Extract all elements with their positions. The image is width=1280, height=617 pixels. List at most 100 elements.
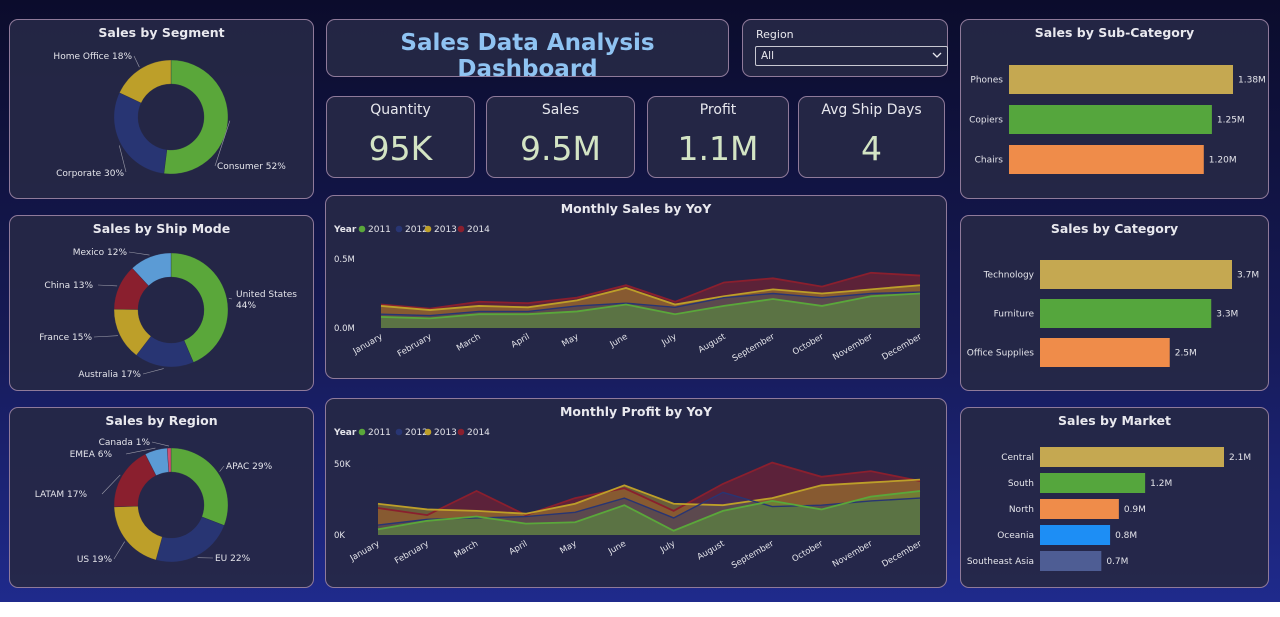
chevron-down-icon	[932, 52, 942, 58]
region-leader-us	[113, 541, 125, 560]
region-label-apac: APAC 29%	[226, 462, 273, 472]
monthly_sales-xtick-july: July	[659, 332, 678, 349]
region-slicer[interactable]: Region All	[742, 19, 948, 77]
monthly-profit-card[interactable]: Monthly Profit by YoY Year 2011 2012 2013 20…	[325, 398, 947, 588]
category-value-technology: 3.7M	[1237, 271, 1259, 281]
region-slice-canada	[166, 447, 172, 473]
market-category-north: North	[1009, 505, 1034, 515]
monthly_profit-legend-dot-2013	[424, 428, 432, 436]
market-bar-central	[1040, 447, 1224, 467]
kpi-quantity-value: 95K	[368, 129, 433, 168]
kpi-profit-value: 1.1M	[677, 129, 759, 168]
kpi-sales-label: Sales	[541, 102, 580, 118]
monthly_sales-line-2011	[380, 292, 921, 320]
region-chart-title: Sales by Region	[105, 413, 218, 428]
subcategory-category-chairs: Chairs	[975, 156, 1004, 166]
segment-label-consumer: Consumer 52%	[217, 162, 286, 172]
shipmode-label-australia: Australia 17%	[78, 370, 141, 380]
monthly_sales-legend-label-2013: 2013	[434, 225, 457, 235]
monthly_profit-xtick-october: October	[790, 539, 825, 565]
monthly_sales-ytick-0-5m: 0.5M	[334, 255, 355, 265]
kpi-ship-days-card[interactable]: Avg Ship Days 4	[798, 96, 945, 178]
region-dropdown[interactable]: All	[755, 46, 948, 66]
segment-label-corporate: Corporate 30%	[56, 169, 124, 179]
market-value-south: 1.2M	[1150, 479, 1172, 489]
monthly_profit-legend-label-2014: 2014	[467, 428, 490, 438]
subcategory-value-chairs: 1.20M	[1209, 156, 1237, 166]
monthly-sales-card[interactable]: Monthly Sales by YoY Year 2011 2012 2013 201…	[325, 195, 947, 379]
segment-chart-title: Sales by Segment	[98, 25, 225, 40]
market-bar-southeast-asia	[1040, 551, 1102, 571]
market-value-southeast-asia: 0.7M	[1106, 557, 1128, 567]
region-slice-us	[113, 505, 163, 561]
region-label-emea: EMEA 6%	[70, 450, 113, 460]
monthly-profit-area-chart[interactable]: Year 2011 2012 2013 2014 0K 50K January February…	[326, 399, 948, 589]
monthly_sales-xtick-october: October	[791, 332, 826, 358]
segment-slice-corporate	[113, 92, 168, 174]
category-bar-chart[interactable]: Technology 3.7M Furniture 3.3M Office Suppli…	[961, 216, 1270, 392]
region-donut-card[interactable]: Sales by Region APAC 29% EU 22% US 19% LATA…	[9, 407, 314, 588]
market-bar-chart[interactable]: Central 2.1M South 1.2M North 0.9M Oceania 0.8M…	[961, 408, 1270, 589]
region-leader-latam	[101, 474, 121, 495]
monthly_sales-legend-dot-2012	[395, 225, 403, 233]
monthly_sales-legend-label-2012: 2012	[405, 225, 428, 235]
monthly-sales-title: Monthly Sales by YoY	[560, 201, 712, 216]
segment-leader-home-office	[133, 55, 140, 68]
shipmode-leader-australia	[142, 368, 164, 375]
monthly_profit-legend-label-2013: 2013	[434, 428, 457, 438]
shipmode-label-united-states: United States 44%	[236, 290, 297, 311]
subcategory-value-copiers: 1.25M	[1217, 116, 1245, 126]
subcategory-chart-title: Sales by Sub-Category	[1034, 25, 1195, 40]
market-category-central: Central	[1001, 453, 1034, 463]
monthly_profit-legend-title: Year	[333, 428, 357, 438]
dashboard-canvas: Sales by Segment Consumer 52% Corporate 3…	[0, 0, 1280, 602]
category-bar-technology	[1040, 260, 1232, 289]
segment-donut-card[interactable]: Sales by Segment Consumer 52% Corporate 3…	[9, 19, 314, 199]
monthly_profit-line-2011	[377, 490, 921, 532]
kpi-quantity-label: Quantity	[370, 102, 431, 118]
segment-leader-corporate	[119, 145, 127, 173]
subcategory-bar-copiers	[1009, 105, 1212, 134]
subcategory-category-phones: Phones	[970, 76, 1003, 86]
region-leader-canada	[151, 441, 170, 447]
shipmode-leader-united-states	[228, 297, 233, 300]
monthly_sales-legend-label-2014: 2014	[467, 225, 490, 235]
market-bar-card[interactable]: Sales by Market Central 2.1M South 1.2M Nort…	[960, 407, 1269, 588]
kpi-quantity-card[interactable]: Quantity 95K	[326, 96, 475, 178]
region-donut-chart[interactable]: APAC 29% EU 22% US 19% LATAM 17% EMEA 6% Cana…	[10, 408, 315, 589]
monthly_sales-xtick-february: February	[396, 332, 434, 359]
monthly_profit-xtick-august: August	[696, 539, 727, 563]
market-category-southeast-asia: Southeast Asia	[967, 557, 1034, 567]
monthly_profit-xtick-february: February	[393, 539, 431, 566]
monthly-sales-area-chart[interactable]: Year 2011 2012 2013 2014 0.0M 0.5M January Febru…	[326, 196, 948, 380]
segment-donut-chart[interactable]: Consumer 52% Corporate 30% Home Office 18%	[10, 20, 315, 200]
shipmode-slice-mexico	[131, 252, 172, 287]
kpi-ship-days-value: 4	[861, 129, 882, 168]
monthly_sales-line-2014	[380, 271, 921, 310]
subcategory-bar-card[interactable]: Sales by Sub-Category Phones 1.38M Copiers…	[960, 19, 1269, 199]
region-slice-apac	[170, 447, 229, 526]
market-value-oceania: 0.8M	[1115, 531, 1137, 541]
subcategory-bar-chart[interactable]: Phones 1.38M Copiers 1.25M Chairs 1.20M	[961, 20, 1270, 200]
kpi-profit-card[interactable]: Profit 1.1M	[647, 96, 789, 178]
shipmode-donut-chart[interactable]: United States 44% Australia 17% France 15% C…	[10, 216, 315, 392]
category-category-technology: Technology	[983, 271, 1035, 281]
monthly_profit-legend-dot-2011	[358, 428, 366, 436]
monthly_profit-line-2012	[377, 491, 921, 526]
subcategory-bar-chairs	[1009, 145, 1204, 174]
monthly_sales-xtick-january: January	[351, 332, 385, 357]
region-label-us: US 19%	[77, 555, 113, 565]
shipmode-donut-card[interactable]: Sales by Ship Mode United States 44% Austr…	[9, 215, 314, 391]
segment-leader-consumer	[214, 120, 231, 167]
category-value-furniture: 3.3M	[1216, 310, 1238, 320]
monthly_sales-xtick-december: December	[880, 332, 924, 363]
kpi-sales-card[interactable]: Sales 9.5M	[486, 96, 635, 178]
monthly_profit-xtick-january: January	[348, 539, 382, 564]
monthly_profit-legend-label-2011: 2011	[368, 428, 391, 438]
category-bar-card[interactable]: Sales by Category Technology 3.7M Furnitur…	[960, 215, 1269, 391]
category-category-office-supplies: Office Supplies	[967, 349, 1035, 359]
monthly_sales-legend-label-2011: 2011	[368, 225, 391, 235]
shipmode-leader-mexico	[128, 251, 150, 256]
monthly_sales-xtick-november: November	[831, 332, 875, 363]
shipmode-slice-united-states	[170, 252, 229, 363]
